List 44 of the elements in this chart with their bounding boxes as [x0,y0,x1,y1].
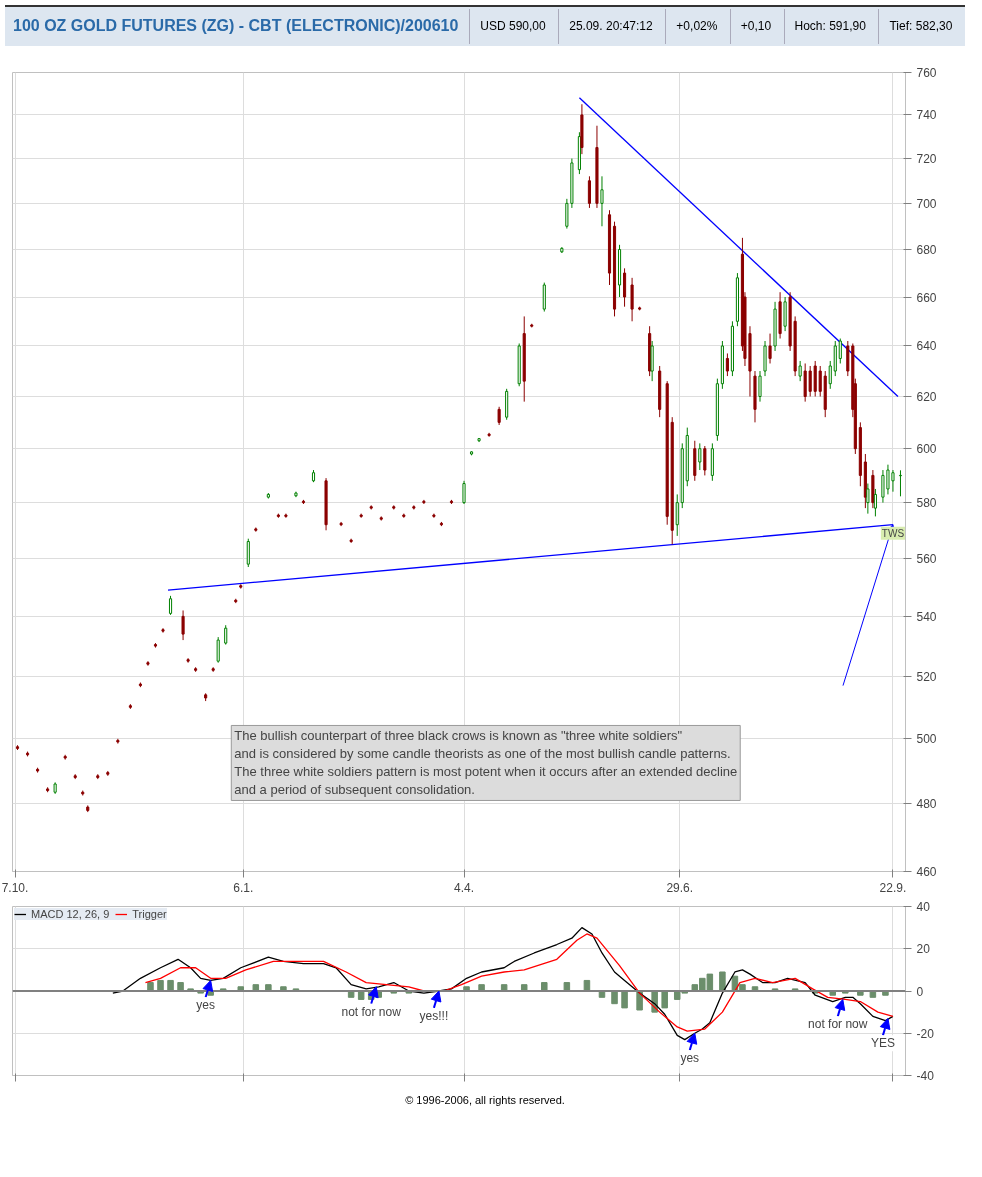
y-tick-label: 640 [916,339,937,354]
y-tick-label: 580 [916,496,937,511]
x-tick-label: 4.4. [454,880,475,895]
y-tick-label: 520 [916,669,937,684]
y-tick-label: -20 [916,1026,935,1041]
text: +0,10 [729,9,782,44]
annotation: not for now [808,1017,868,1032]
y-tick-label: 720 [916,152,937,167]
annotation: TWS [881,527,905,539]
annotation: yes [196,998,215,1013]
y-tick-label: 680 [916,243,937,257]
annotation: yes [680,1051,700,1066]
annotation: not for now [341,1004,402,1019]
text: Hoch: 591,90 [783,9,877,44]
text: +0,02% [665,9,728,44]
legend-label: MACD 12, 26, 9 [31,908,110,920]
y-tick-label: 460 [916,865,937,879]
text: 25.09. 20:47:12 [558,9,664,44]
y-tick-label: 20 [916,942,931,957]
y-tick-label: 480 [916,797,937,812]
chart-title: 100 OZ GOLD FUTURES (ZG) - CBT (ELECTRONIC)/200610 [12,16,460,36]
y-tick-label: 540 [916,609,937,624]
y-tick-label: 560 [916,551,937,566]
y-tick-label: 660 [916,290,937,305]
annotation: yes!!! [419,1008,449,1023]
annotation: The bullish counterpart of three black crows is known as "three white soldiers" and is considered by some candle theorists as one of the most bullish candle patterns. The three white soldiers pattern is most potent when it occurs after an extended decline and a period of subsequent consolidation. [234,728,738,798]
text: Tief: 582,30 [878,9,963,44]
x-tick-label: 6.1. [233,880,254,895]
x-tick-label: 29.6. [666,880,694,895]
y-tick-label: 760 [916,66,937,80]
annotation: YES [870,1036,895,1051]
y-tick-label: 740 [916,108,937,123]
text: USD 590,00 [469,9,557,44]
x-tick-label: 22.9. [879,880,907,895]
legend-label: Trigger [132,908,167,920]
x-tick-label: 7.10. [1,880,29,895]
y-tick-label: 700 [916,196,937,211]
y-tick-label: 620 [916,390,937,404]
y-tick-label: 500 [916,732,937,747]
y-tick-label: 0 [916,984,924,999]
y-tick-label: 40 [916,900,931,914]
y-tick-label: -40 [916,1069,935,1083]
text: © 1996-2006, all rights reserved. [404,1093,566,1108]
y-tick-label: 600 [916,442,937,457]
